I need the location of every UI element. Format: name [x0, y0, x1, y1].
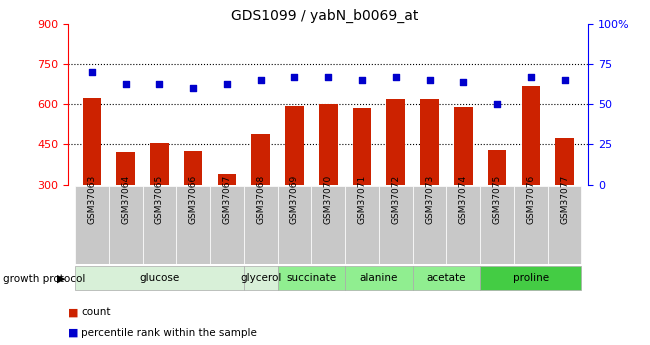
- Bar: [210, 186, 244, 264]
- Text: GSM37074: GSM37074: [459, 175, 468, 224]
- Bar: [480, 186, 514, 264]
- Bar: [447, 186, 480, 264]
- Bar: [109, 186, 142, 264]
- Text: GSM37069: GSM37069: [290, 174, 299, 224]
- Bar: [514, 186, 548, 264]
- Bar: [278, 186, 311, 264]
- Text: count: count: [81, 307, 110, 317]
- Point: [154, 81, 164, 86]
- Text: GSM37070: GSM37070: [324, 174, 333, 224]
- Bar: [413, 186, 447, 264]
- Point: [188, 86, 198, 91]
- Bar: [555, 138, 574, 185]
- Bar: [244, 266, 278, 290]
- Bar: [75, 186, 109, 264]
- Bar: [548, 186, 582, 264]
- Text: GSM37063: GSM37063: [87, 174, 96, 224]
- Text: GSM37077: GSM37077: [560, 174, 569, 224]
- Text: GSM37067: GSM37067: [222, 174, 231, 224]
- Text: GSM37071: GSM37071: [358, 174, 367, 224]
- Bar: [345, 266, 413, 290]
- Text: percentile rank within the sample: percentile rank within the sample: [81, 328, 257, 338]
- Text: GSM37076: GSM37076: [526, 174, 536, 224]
- Bar: [345, 186, 379, 264]
- Point: [357, 78, 367, 83]
- Bar: [83, 98, 101, 185]
- Text: GSM37065: GSM37065: [155, 174, 164, 224]
- Bar: [252, 134, 270, 185]
- Text: ▶: ▶: [57, 274, 65, 284]
- Text: GSM37073: GSM37073: [425, 174, 434, 224]
- Text: GSM37072: GSM37072: [391, 175, 400, 224]
- Bar: [285, 106, 304, 185]
- Bar: [244, 186, 278, 264]
- Point: [323, 74, 333, 80]
- Text: ■: ■: [68, 328, 79, 338]
- Text: GDS1099 / yabN_b0069_at: GDS1099 / yabN_b0069_at: [231, 9, 419, 23]
- Point: [289, 74, 300, 80]
- Text: alanine: alanine: [359, 273, 398, 283]
- Bar: [387, 99, 405, 185]
- Text: proline: proline: [513, 273, 549, 283]
- Bar: [218, 174, 236, 185]
- Text: ■: ■: [68, 307, 79, 317]
- Bar: [150, 143, 169, 185]
- Bar: [311, 186, 345, 264]
- Text: glycerol: glycerol: [240, 273, 281, 283]
- Text: succinate: succinate: [286, 273, 337, 283]
- Text: acetate: acetate: [426, 273, 466, 283]
- Point: [458, 79, 469, 85]
- Point: [222, 81, 232, 86]
- Bar: [480, 266, 582, 290]
- Text: GSM37075: GSM37075: [493, 174, 502, 224]
- Point: [120, 81, 131, 86]
- Bar: [319, 104, 337, 185]
- Point: [560, 78, 570, 83]
- Point: [255, 78, 266, 83]
- Point: [424, 78, 435, 83]
- Text: growth protocol: growth protocol: [3, 274, 86, 284]
- Bar: [184, 151, 202, 185]
- Point: [86, 69, 97, 75]
- Text: glucose: glucose: [139, 273, 179, 283]
- Bar: [116, 152, 135, 185]
- Point: [391, 74, 401, 80]
- Bar: [454, 107, 473, 185]
- Bar: [413, 266, 480, 290]
- Bar: [421, 99, 439, 185]
- Text: GSM37068: GSM37068: [256, 174, 265, 224]
- Bar: [488, 150, 506, 185]
- Text: GSM37066: GSM37066: [188, 174, 198, 224]
- Point: [526, 74, 536, 80]
- Bar: [278, 266, 345, 290]
- Bar: [379, 186, 413, 264]
- Point: [492, 101, 502, 107]
- Bar: [75, 266, 244, 290]
- Bar: [176, 186, 210, 264]
- Bar: [521, 86, 540, 185]
- Bar: [353, 108, 371, 185]
- Bar: [142, 186, 176, 264]
- Text: GSM37064: GSM37064: [121, 175, 130, 224]
